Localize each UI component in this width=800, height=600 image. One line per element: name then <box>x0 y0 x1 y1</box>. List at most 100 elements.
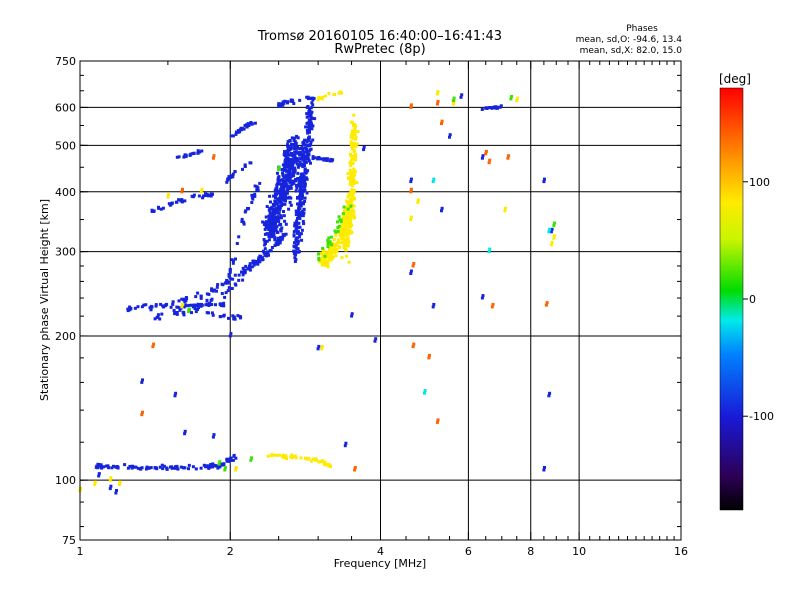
data-point <box>180 190 184 194</box>
data-point <box>293 150 297 154</box>
data-point <box>154 304 158 308</box>
data-point <box>304 176 308 180</box>
data-point <box>292 252 296 256</box>
data-point <box>352 210 356 214</box>
data-point <box>283 166 287 170</box>
data-point <box>167 193 170 197</box>
data-point <box>296 196 299 199</box>
data-point <box>157 205 160 209</box>
data-point <box>301 180 305 184</box>
data-point <box>208 302 212 306</box>
data-point <box>231 458 235 462</box>
data-point <box>304 143 308 147</box>
colorbar-tick-label: 100 <box>749 176 770 189</box>
data-point <box>209 463 213 466</box>
data-point <box>294 150 298 154</box>
data-point <box>329 258 333 262</box>
data-points <box>78 90 556 495</box>
data-point <box>126 466 130 470</box>
data-point <box>275 188 279 192</box>
data-point <box>258 260 262 264</box>
data-point <box>294 238 298 242</box>
y-tick-label: 300 <box>55 246 76 259</box>
data-point <box>181 187 184 191</box>
data-point <box>300 175 304 179</box>
data-point <box>196 308 199 311</box>
data-point <box>436 418 440 422</box>
data-point <box>291 161 295 165</box>
data-point <box>290 136 294 140</box>
data-point <box>140 413 144 417</box>
data-point <box>282 188 285 191</box>
data-point <box>284 455 288 459</box>
data-point <box>199 296 203 300</box>
stats-line-x: mean, sd,X: 82.0, 15.0 <box>580 46 683 56</box>
data-point <box>250 456 254 460</box>
data-point <box>343 233 347 237</box>
data-point <box>293 256 297 260</box>
data-point <box>282 176 286 180</box>
data-point <box>293 454 297 458</box>
data-point <box>326 253 330 257</box>
data-point <box>249 121 253 124</box>
data-point <box>545 301 549 305</box>
data-point <box>349 120 353 124</box>
data-point <box>286 144 290 148</box>
data-point <box>265 223 269 227</box>
data-point <box>232 453 236 457</box>
data-point <box>297 250 301 254</box>
data-point <box>234 466 238 469</box>
data-point <box>343 238 347 241</box>
data-point <box>223 466 227 469</box>
data-point <box>305 140 309 144</box>
data-point <box>355 181 359 185</box>
data-point <box>280 178 284 182</box>
data-point <box>272 212 276 216</box>
data-point <box>330 252 334 256</box>
data-point <box>159 302 163 306</box>
data-point <box>197 306 200 310</box>
data-point <box>299 193 303 197</box>
data-point <box>296 146 300 149</box>
data-point <box>144 467 148 471</box>
data-point <box>236 129 240 133</box>
data-point <box>347 201 351 205</box>
data-point <box>350 158 354 162</box>
data-point <box>302 140 306 144</box>
data-point <box>326 262 330 266</box>
data-point <box>339 230 343 234</box>
data-point <box>288 175 292 179</box>
data-point <box>294 157 298 160</box>
data-point <box>427 356 431 360</box>
data-point <box>265 205 269 208</box>
data-point <box>225 278 229 282</box>
data-point <box>298 197 302 201</box>
data-point <box>294 143 297 147</box>
data-point <box>293 241 296 245</box>
data-point <box>229 457 233 461</box>
data-point <box>146 466 150 470</box>
data-point <box>547 230 551 234</box>
data-point <box>280 197 283 201</box>
data-point <box>325 251 329 255</box>
data-point <box>250 196 254 200</box>
colorbar-tick-label: 0 <box>749 293 756 306</box>
data-point <box>336 229 340 233</box>
data-point <box>350 314 354 318</box>
data-point <box>97 472 101 476</box>
data-point <box>142 303 146 307</box>
data-point <box>310 122 313 126</box>
data-point <box>292 157 296 161</box>
data-point <box>282 198 286 202</box>
data-point <box>140 305 144 309</box>
data-point <box>104 464 108 468</box>
data-point <box>283 180 287 184</box>
data-point <box>294 183 298 187</box>
data-point <box>280 168 284 172</box>
data-point <box>549 230 553 234</box>
data-point <box>306 151 310 155</box>
data-point <box>409 180 413 184</box>
data-point <box>265 252 269 256</box>
data-point <box>297 184 301 188</box>
data-point <box>349 140 353 144</box>
